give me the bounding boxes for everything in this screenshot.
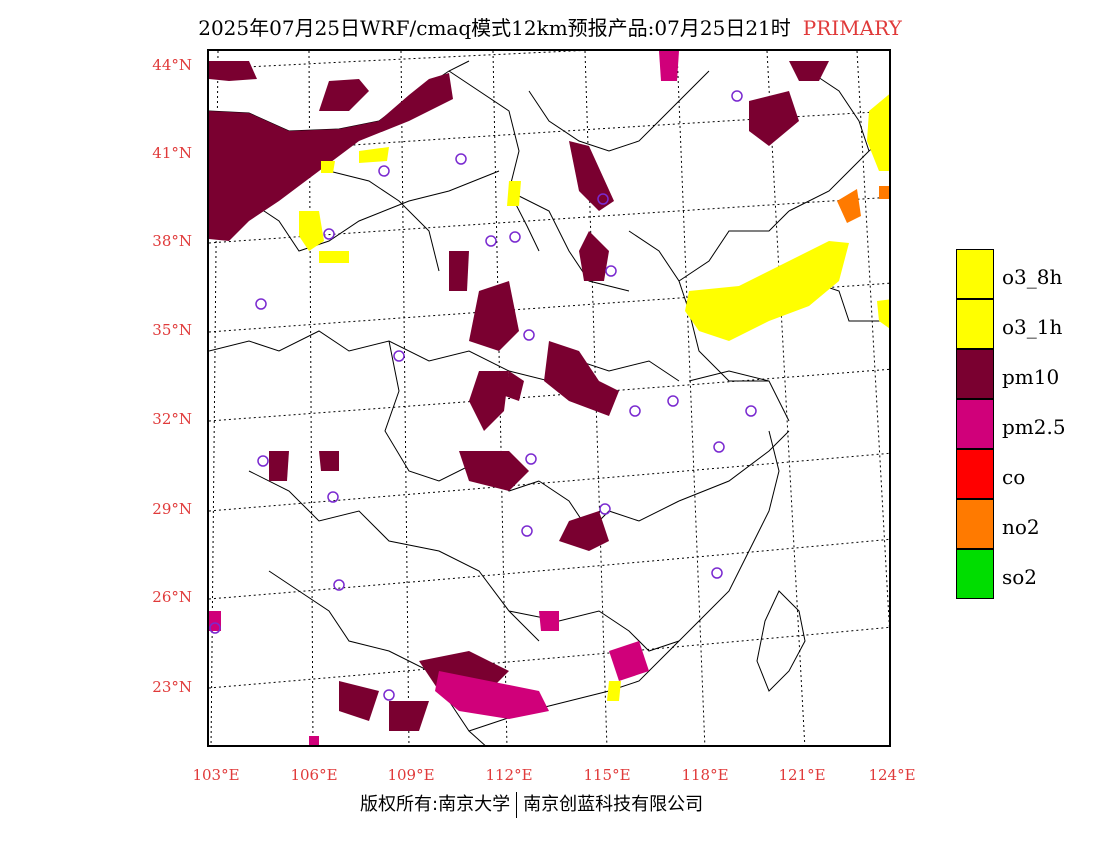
lon-label: 115°E	[583, 766, 631, 784]
legend-label: o3_8h	[1002, 265, 1063, 289]
lat-label: 35°N	[152, 321, 192, 339]
lat-label: 44°N	[152, 56, 192, 74]
legend-label: pm10	[1002, 365, 1060, 389]
legend-item: o3_1h	[956, 299, 1100, 349]
lat-label: 41°N	[152, 144, 192, 162]
pm10-regions	[209, 61, 829, 731]
legend-item: co	[956, 449, 1100, 499]
lon-label: 124°E	[868, 766, 916, 784]
legend-item: pm2.5	[956, 399, 1100, 449]
map-title-text: 2025年07月25日WRF/cmaq模式12km预报产品:07月25日21时	[198, 16, 791, 40]
pm25-regions	[209, 51, 679, 745]
footer-divider	[516, 792, 518, 818]
legend-label: o3_1h	[1002, 315, 1063, 339]
lat-label: 29°N	[152, 500, 192, 518]
map-title: 2025年07月25日WRF/cmaq模式12km预报产品:07月25日21时 P…	[0, 12, 1100, 41]
legend-swatch	[956, 549, 994, 599]
legend-label: co	[1002, 465, 1026, 489]
lon-label: 112°E	[485, 766, 533, 784]
legend-swatch	[956, 299, 994, 349]
copyright-footer: 版权所有:南京大学 南京创蓝科技有限公司	[360, 790, 703, 818]
legend-item: so2	[956, 549, 1100, 599]
lat-label: 26°N	[152, 588, 192, 606]
o3-regions	[299, 94, 889, 701]
copyright-right: 南京创蓝科技有限公司	[523, 794, 704, 815]
legend-swatch	[956, 399, 994, 449]
pollutant-tag: PRIMARY	[802, 16, 902, 40]
lat-label: 32°N	[152, 410, 192, 428]
legend-item: pm10	[956, 349, 1100, 399]
lat-label: 23°N	[152, 678, 192, 696]
legend-swatch	[956, 349, 994, 399]
legend-swatch	[956, 449, 994, 499]
legend-item: o3_8h	[956, 249, 1100, 299]
lon-label: 118°E	[681, 766, 729, 784]
lon-label: 103°E	[192, 766, 240, 784]
legend-swatch	[956, 499, 994, 549]
no2-regions	[837, 186, 889, 223]
lon-label: 121°E	[778, 766, 826, 784]
legend-label: no2	[1002, 515, 1040, 539]
legend-label: so2	[1002, 565, 1038, 589]
lat-label: 38°N	[152, 232, 192, 250]
lon-label: 109°E	[387, 766, 435, 784]
station-markers	[209, 90, 757, 701]
lon-label: 106°E	[290, 766, 338, 784]
legend-item: no2	[956, 499, 1100, 549]
map-panel	[207, 49, 891, 747]
map-canvas	[209, 51, 889, 745]
legend-label: pm2.5	[1002, 415, 1066, 439]
copyright-left: 版权所有:南京大学	[360, 794, 511, 815]
legend-swatch	[956, 249, 994, 299]
